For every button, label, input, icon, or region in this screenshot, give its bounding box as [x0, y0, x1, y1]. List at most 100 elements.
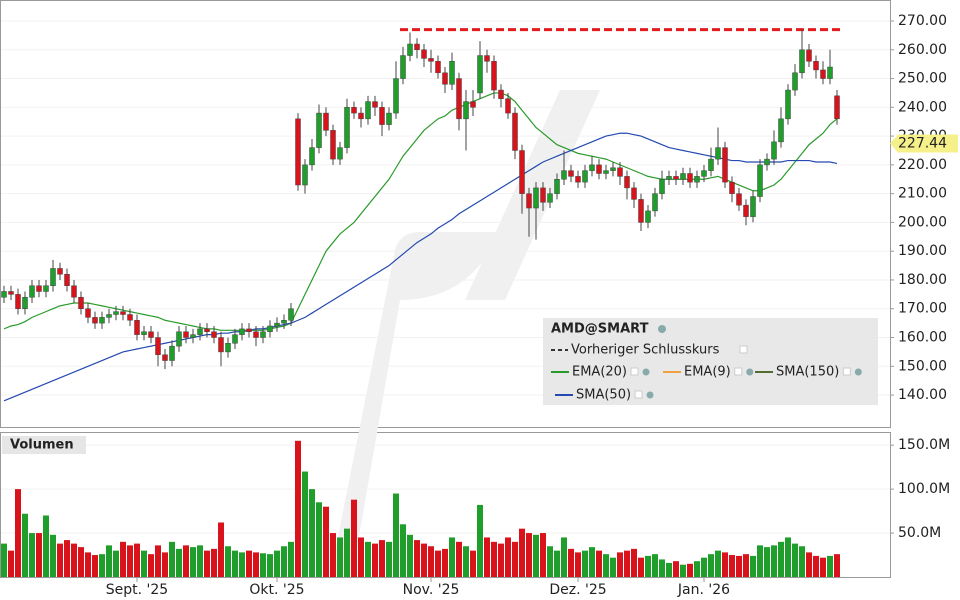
- volume-bar: [120, 541, 126, 577]
- volume-bar: [547, 546, 553, 577]
- candle-body: [568, 170, 574, 177]
- volume-bar: [666, 562, 672, 577]
- volume-bar: [785, 537, 791, 577]
- volume-bar: [498, 543, 504, 577]
- candle-body: [743, 204, 749, 217]
- candle-body: [554, 179, 560, 194]
- candle-body: [477, 55, 483, 94]
- volume-bar: [288, 541, 294, 577]
- candle-body: [827, 66, 833, 79]
- volume-bar: [414, 540, 420, 577]
- candle-body: [512, 112, 518, 151]
- legend-icon[interactable]: [646, 391, 654, 399]
- candle-body: [652, 193, 658, 212]
- volume-bar: [36, 533, 42, 577]
- candle-body: [533, 187, 539, 209]
- volume-bar: [715, 550, 721, 577]
- legend-checkbox[interactable]: [739, 345, 748, 354]
- last-price-tag: [890, 134, 958, 153]
- legend-checkbox[interactable]: [842, 367, 851, 376]
- candle-body: [547, 193, 553, 203]
- candle-body: [596, 164, 602, 174]
- volume-bar: [134, 543, 140, 577]
- volume-bar: [372, 543, 378, 577]
- volume-bar: [1, 543, 7, 577]
- candle-body: [302, 164, 308, 186]
- y-tick-label: 150.00: [898, 358, 947, 374]
- volume-bar: [778, 541, 784, 577]
- volume-bar: [757, 545, 763, 577]
- candle-body: [505, 98, 511, 114]
- candle-body: [435, 61, 441, 74]
- candle-body: [211, 331, 217, 338]
- volume-bar: [393, 493, 399, 577]
- candle-body: [197, 328, 203, 335]
- legend: [543, 318, 878, 405]
- volume-bar: [526, 533, 532, 577]
- candle-body: [729, 181, 735, 194]
- volume-bar: [834, 554, 840, 577]
- volume-bar: [64, 540, 70, 577]
- legend-icon[interactable]: [746, 368, 754, 376]
- candle-body: [99, 317, 105, 324]
- volume-bar: [533, 534, 539, 577]
- volume-bar: [162, 552, 168, 577]
- volume-bar: [491, 541, 497, 577]
- candle-body: [449, 61, 455, 85]
- legend-icon[interactable]: [854, 368, 862, 376]
- volume-bar: [197, 545, 203, 577]
- volume-bar: [505, 537, 511, 577]
- candle-body: [428, 58, 434, 62]
- candle-body: [764, 158, 770, 166]
- volume-bar: [820, 557, 826, 577]
- legend-icon[interactable]: [642, 368, 650, 376]
- volume-bar: [99, 554, 105, 577]
- volume-bar: [596, 550, 602, 577]
- legend-icon[interactable]: [658, 325, 666, 333]
- indicator-line: [3, 132, 838, 402]
- volume-bar: [603, 554, 609, 577]
- volume-bar: [309, 489, 315, 577]
- volume-bar: [274, 550, 280, 577]
- volume-bar: [281, 546, 287, 577]
- volume-bar: [652, 554, 658, 577]
- candle-body: [169, 345, 175, 361]
- x-tick-label: Jan. '26: [677, 582, 730, 598]
- volume-bar: [365, 541, 371, 577]
- volume-bar: [449, 537, 455, 577]
- volume-bar: [512, 541, 518, 577]
- candle-body: [50, 268, 56, 286]
- volume-bar: [351, 499, 357, 577]
- candle-body: [1, 291, 7, 298]
- volume-bar: [239, 552, 245, 577]
- volume-bar: [827, 555, 833, 577]
- candle-body: [225, 343, 231, 353]
- volume-bar: [575, 552, 581, 577]
- candle-body: [267, 325, 273, 333]
- candle-body: [470, 101, 476, 108]
- candle-body: [351, 107, 357, 114]
- watermark: [330, 90, 600, 577]
- candle-body: [85, 308, 91, 318]
- volume-bar: [400, 524, 406, 577]
- candle-body: [330, 130, 336, 160]
- volume-bar: [113, 550, 119, 577]
- candle-body: [113, 311, 119, 315]
- candle-body: [127, 314, 133, 321]
- legend-checkbox[interactable]: [634, 390, 643, 399]
- candle-body: [414, 43, 420, 51]
- volume-bar: [218, 522, 224, 577]
- candle-body: [806, 49, 812, 62]
- volume-bar: [568, 548, 574, 577]
- volume-bar: [260, 553, 266, 577]
- legend-checkbox[interactable]: [734, 367, 743, 376]
- volume-bar: [50, 534, 56, 577]
- legend-checkbox[interactable]: [630, 367, 639, 376]
- candle-body: [337, 147, 343, 160]
- candle-body: [204, 328, 210, 333]
- volume-bar: [561, 537, 567, 577]
- volume-bar: [29, 533, 35, 577]
- candle-body: [22, 296, 28, 309]
- candle-body: [288, 308, 294, 321]
- candle-body: [400, 55, 406, 79]
